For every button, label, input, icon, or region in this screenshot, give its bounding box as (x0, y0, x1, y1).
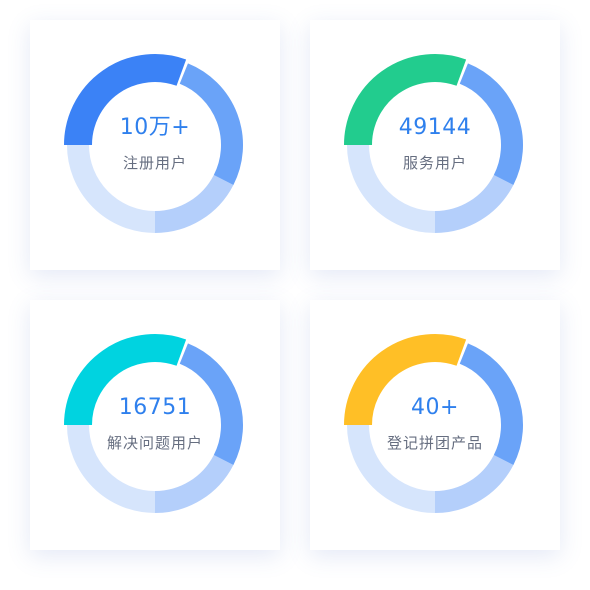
donut-ring (64, 54, 243, 233)
ring-segment-mid (434, 174, 514, 233)
stat-label: 注册用户 (122, 154, 187, 172)
ring-segment-accent (344, 54, 467, 146)
donut-ring (344, 334, 523, 513)
ring-segment-light (347, 424, 436, 513)
ring-segment-blue (179, 63, 243, 185)
donut-ring (344, 54, 523, 233)
ring-segment-mid (154, 174, 234, 233)
ring-segment-light (67, 424, 156, 513)
stat-value: 49144 (398, 115, 472, 140)
stat-value: 16751 (118, 395, 192, 420)
stat-card-resolved-users: 16751 解决问题用户 (30, 300, 280, 550)
donut-ring (64, 334, 243, 513)
stat-label: 服务用户 (402, 154, 467, 172)
ring-segment-light (347, 144, 436, 233)
stat-card-registered-users: 10万+ 注册用户 (30, 20, 280, 270)
stat-value: 40+ (411, 395, 459, 420)
ring-segment-accent (64, 334, 187, 426)
ring-segment-blue (459, 343, 523, 465)
stat-label: 登记拼团产品 (386, 434, 483, 452)
stat-value: 10万+ (119, 115, 191, 140)
stat-label: 解决问题用户 (106, 434, 203, 452)
ring-segment-accent (64, 54, 187, 146)
stat-card-served-users: 49144 服务用户 (310, 20, 560, 270)
ring-segment-light (67, 144, 156, 233)
ring-segment-blue (179, 343, 243, 465)
ring-segment-blue (459, 63, 523, 185)
ring-segment-accent (344, 334, 467, 426)
ring-segment-mid (434, 454, 514, 513)
ring-segment-mid (154, 454, 234, 513)
stat-card-group-products: 40+ 登记拼团产品 (310, 300, 560, 550)
